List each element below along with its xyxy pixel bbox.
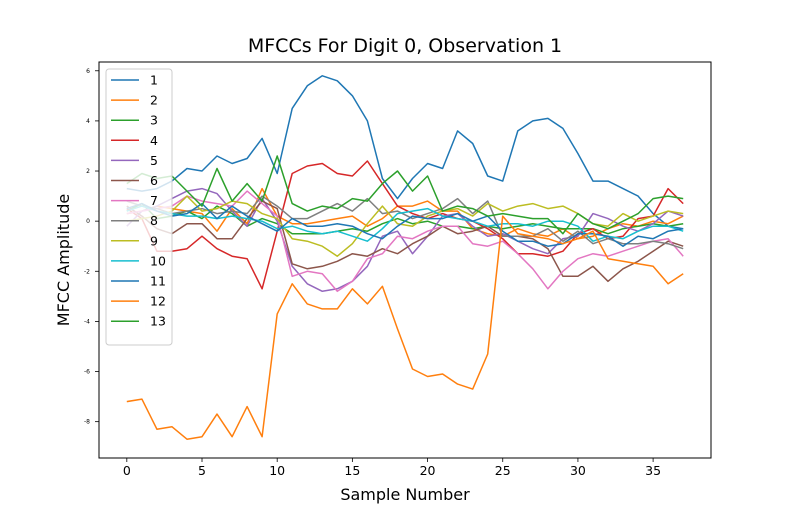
series-line-5 — [126, 187, 684, 293]
x-tick-label-0: 0 — [123, 463, 131, 478]
plot-area — [126, 75, 684, 440]
legend-label-12: 12 — [150, 294, 166, 309]
legend-label-2: 2 — [150, 93, 158, 108]
y-tick-label-2: 2 — [86, 168, 90, 175]
y-tick-label--6: -6 — [84, 369, 90, 376]
series-line-13 — [126, 155, 684, 235]
legend-label-6: 6 — [150, 173, 158, 188]
series-line-8 — [126, 195, 684, 250]
x-tick-label-5: 5 — [198, 463, 206, 478]
series-line-4 — [126, 160, 684, 290]
x-tick-label-25: 25 — [495, 463, 511, 478]
legend-label-5: 5 — [150, 153, 158, 168]
y-axis-label: MFCC Amplitude — [54, 194, 73, 326]
x-tick-label-35: 35 — [645, 463, 661, 478]
series-line-2 — [126, 187, 684, 240]
y-tick-label--2: -2 — [84, 268, 90, 275]
x-tick-label-10: 10 — [269, 463, 285, 478]
legend-label-11: 11 — [150, 274, 166, 289]
x-tick-label-20: 20 — [420, 463, 436, 478]
x-axis-label: Sample Number — [340, 485, 470, 504]
series-line-6 — [126, 200, 684, 283]
series-line-1 — [126, 75, 684, 230]
legend-label-1: 1 — [150, 73, 158, 88]
y-tick-label-6: 6 — [86, 68, 90, 75]
legend-label-4: 4 — [150, 133, 158, 148]
legend-label-13: 13 — [150, 314, 166, 329]
legend-label-9: 9 — [150, 233, 158, 248]
y-tick-label--8: -8 — [84, 419, 90, 426]
series-line-7 — [126, 190, 684, 293]
chart-title: MFCCs For Digit 0, Observation 1 — [248, 35, 562, 57]
series-line-11 — [126, 202, 684, 247]
x-tick-label-15: 15 — [344, 463, 360, 478]
plot-frame — [98, 61, 712, 459]
y-tick-label-4: 4 — [86, 118, 90, 125]
x-axis: 0 5 10 15 20 25 30 35 — [123, 458, 661, 478]
legend-label-10: 10 — [150, 253, 166, 268]
x-tick-label-30: 30 — [570, 463, 586, 478]
series-line-12 — [126, 215, 684, 440]
y-tick-label--4: -4 — [84, 318, 90, 325]
series-line-10 — [126, 205, 684, 242]
legend-label-7: 7 — [150, 193, 158, 208]
y-tick-label-0: 0 — [86, 218, 90, 225]
legend-label-3: 3 — [150, 113, 158, 128]
y-axis: -8 -6 -4 -2 0 2 4 6 — [84, 68, 99, 426]
series-line-3 — [126, 202, 684, 235]
legend-box — [105, 68, 173, 346]
legend-label-8: 8 — [150, 213, 158, 228]
